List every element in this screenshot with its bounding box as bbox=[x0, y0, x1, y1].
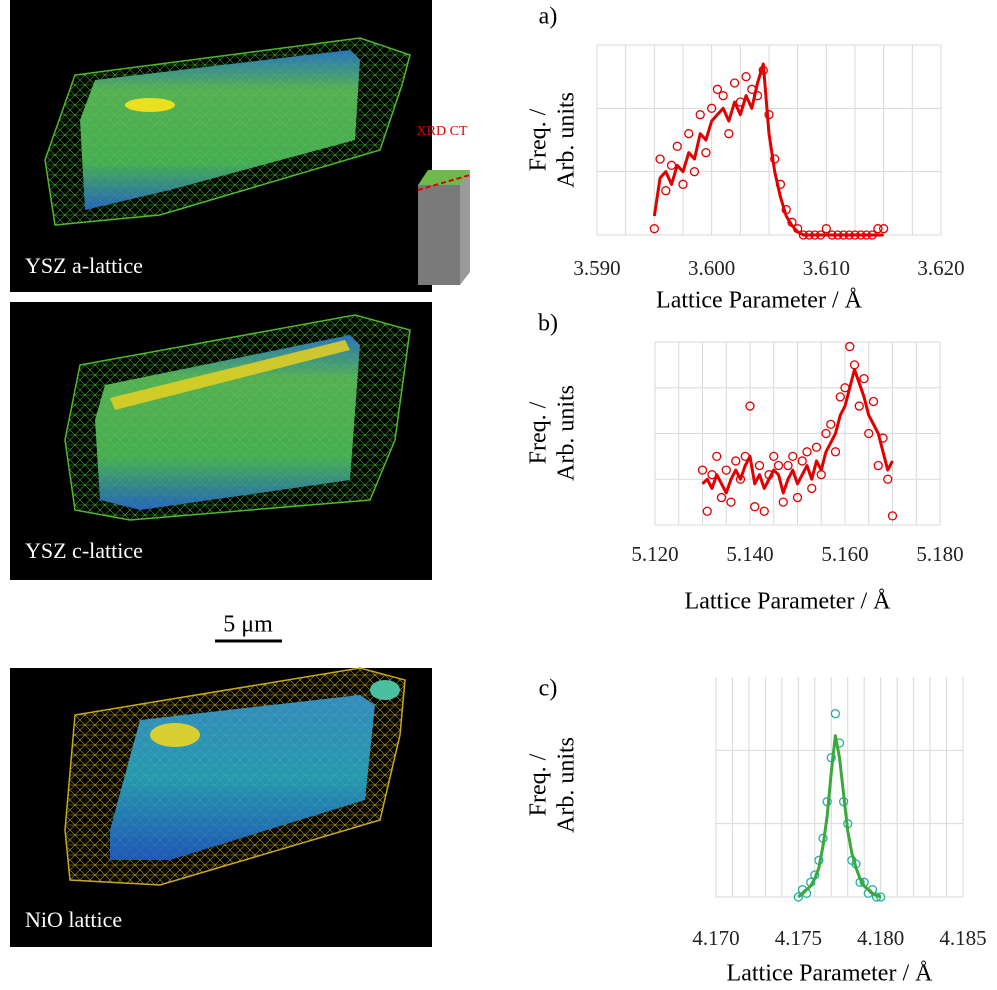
x-tick-label: 3.620 bbox=[917, 256, 964, 280]
data-point bbox=[712, 84, 723, 94]
data-point bbox=[830, 447, 841, 457]
data-point bbox=[754, 460, 765, 471]
y-axis-label: Arb. units bbox=[554, 737, 580, 833]
data-point bbox=[802, 447, 812, 457]
y-axis-label: Freq. / bbox=[526, 753, 552, 816]
data-point bbox=[849, 360, 860, 370]
data-point bbox=[672, 141, 682, 151]
data-point bbox=[830, 709, 841, 719]
data-point bbox=[684, 129, 694, 139]
data-point bbox=[859, 373, 869, 384]
x-tick-label: 4.185 bbox=[939, 926, 986, 950]
x-tick-label: 4.175 bbox=[775, 926, 822, 950]
data-point bbox=[879, 224, 889, 234]
data-point bbox=[883, 474, 893, 484]
x-tick-label: 5.120 bbox=[631, 542, 678, 566]
x-tick-label: 4.180 bbox=[857, 926, 904, 950]
data-point bbox=[835, 392, 845, 402]
y-axis-label: Freq. / bbox=[526, 108, 552, 171]
data-point bbox=[826, 419, 836, 430]
data-point bbox=[821, 428, 831, 439]
x-axis-label: Lattice Parameter / Å bbox=[727, 961, 934, 987]
x-axis-label: Lattice Parameter / Å bbox=[656, 288, 863, 314]
panel-label: c) bbox=[539, 676, 558, 702]
data-point bbox=[783, 460, 793, 471]
data-point bbox=[721, 465, 731, 475]
x-tick-label: 5.160 bbox=[821, 542, 868, 566]
chart: 4.170 4.175 4.180 4.185 c) Lattice Parameter … bbox=[526, 676, 987, 987]
panel-label: YSZ a-lattice bbox=[25, 253, 143, 278]
x-tick-label: 4.170 bbox=[692, 926, 739, 950]
data-point bbox=[701, 148, 711, 158]
data-point bbox=[873, 224, 883, 234]
chart: 5.120 5.140 5.160 5.180 b) Lattice Parameter … bbox=[526, 311, 964, 615]
image-panel: YSZ c-lattice bbox=[10, 302, 432, 580]
data-point bbox=[666, 160, 677, 170]
data-point bbox=[697, 465, 708, 475]
inset-label: XRD CT bbox=[417, 124, 468, 139]
data-point bbox=[689, 167, 700, 177]
x-axis-label: Lattice Parameter / Å bbox=[685, 589, 892, 615]
data-point bbox=[649, 224, 659, 234]
data-point bbox=[797, 456, 807, 466]
x-tick-label: 3.600 bbox=[688, 256, 735, 280]
image-panel: NiO lattice bbox=[10, 667, 432, 947]
panel-label: NiO lattice bbox=[25, 907, 122, 932]
data-point bbox=[845, 341, 855, 352]
data-point bbox=[778, 497, 788, 507]
panel-label: YSZ c-lattice bbox=[25, 538, 143, 563]
data-point bbox=[729, 78, 740, 88]
chart: 3.590 3.600 3.610 3.620 a) Lattice Parameter … bbox=[526, 4, 965, 314]
data-point bbox=[821, 224, 831, 234]
data-point bbox=[716, 492, 727, 503]
data-line bbox=[701, 367, 894, 495]
data-point bbox=[731, 456, 741, 466]
data-point bbox=[702, 506, 712, 516]
data-line bbox=[652, 62, 884, 237]
data-point bbox=[868, 396, 879, 407]
panel-label: a) bbox=[539, 4, 558, 30]
data-point bbox=[807, 483, 817, 494]
data-point bbox=[793, 892, 803, 902]
data-point bbox=[788, 451, 798, 462]
data-point bbox=[811, 442, 822, 452]
x-tick-label: 5.180 bbox=[916, 542, 963, 566]
data-point bbox=[712, 451, 722, 462]
data-point bbox=[750, 502, 760, 512]
y-axis-label: Arb. units bbox=[554, 92, 580, 188]
data-point bbox=[726, 497, 736, 507]
data-point bbox=[718, 91, 728, 101]
data-point bbox=[887, 511, 898, 521]
data-point bbox=[873, 460, 883, 471]
x-tick-label: 3.610 bbox=[803, 256, 850, 280]
data-point bbox=[741, 72, 751, 82]
x-tick-label: 5.140 bbox=[726, 542, 773, 566]
data-line bbox=[797, 734, 882, 899]
x-tick-label: 3.590 bbox=[573, 256, 620, 280]
image-panel: XRD CT YSZ a-lattice bbox=[10, 0, 471, 292]
data-point bbox=[769, 451, 779, 462]
data-point bbox=[707, 103, 717, 113]
data-point bbox=[759, 506, 769, 516]
y-axis-label: Arb. units bbox=[554, 385, 580, 481]
data-point bbox=[854, 401, 864, 411]
data-point bbox=[655, 154, 665, 164]
data-point bbox=[864, 428, 874, 439]
data-point bbox=[792, 492, 803, 503]
data-point bbox=[661, 186, 671, 196]
panel-label: b) bbox=[538, 311, 558, 337]
scale-bar-label: 5 μm bbox=[223, 612, 273, 638]
data-point bbox=[724, 129, 734, 139]
data-point bbox=[695, 110, 705, 120]
data-point bbox=[678, 179, 688, 189]
data-point bbox=[745, 401, 755, 411]
y-axis-label: Freq. / bbox=[526, 401, 552, 464]
data-point bbox=[773, 460, 784, 471]
